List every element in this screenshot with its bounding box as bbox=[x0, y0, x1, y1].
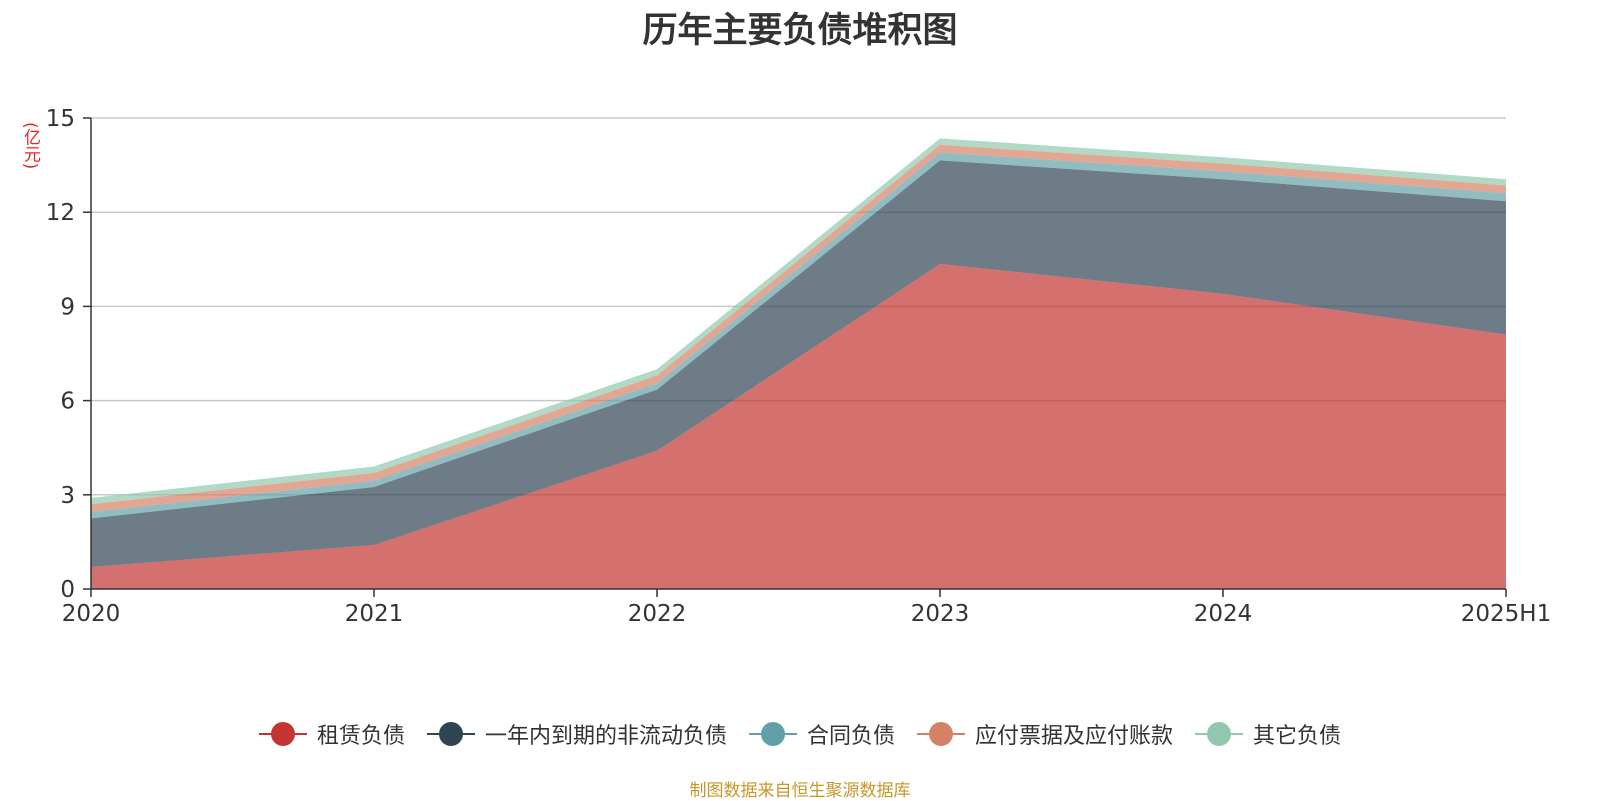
x-tick-label: 2025H1 bbox=[1461, 601, 1551, 627]
axes bbox=[83, 117, 1507, 597]
area-series-4 bbox=[91, 144, 1506, 513]
stacked-area-chart: 0 3 6 9 12 15 2020 2021 2022 2023 2024 2025H1 bbox=[46, 106, 1552, 627]
y-tick-label: 12 bbox=[46, 200, 75, 226]
data-source-note: 制图数据来自恒生聚源数据库 bbox=[689, 781, 911, 801]
legend-item[interactable]: 一年内到期的非流动负债 bbox=[426, 718, 727, 750]
legend-marker bbox=[1195, 722, 1244, 746]
legend-label: 租赁负债 bbox=[316, 724, 405, 749]
x-tick-labels: 2020 2021 2022 2023 2024 2025H1 bbox=[62, 601, 1552, 627]
y-tick-label: 6 bbox=[60, 389, 75, 415]
x-tick-label: 2023 bbox=[911, 601, 970, 627]
legend-label: 一年内到期的非流动负债 bbox=[484, 724, 727, 749]
y-axis-unit-label: (亿元) bbox=[20, 122, 40, 170]
y-tick-label: 0 bbox=[60, 577, 75, 603]
legend: 租赁负债 一年内到期的非流动负债 合同负债 应付票据及应付账款 其它负债 bbox=[0, 718, 1600, 750]
y-tick-labels: 0 3 6 9 12 15 bbox=[46, 106, 75, 603]
legend-marker bbox=[748, 722, 797, 746]
area-series bbox=[91, 138, 1506, 589]
legend-marker bbox=[917, 722, 965, 746]
x-tick-label: 2024 bbox=[1194, 601, 1253, 627]
area-series-3 bbox=[91, 152, 1506, 519]
legend-marker bbox=[258, 722, 307, 746]
y-tick-label: 3 bbox=[60, 483, 75, 509]
area-series-2 bbox=[91, 160, 1506, 568]
legend-item[interactable]: 合同负债 bbox=[748, 718, 895, 750]
y-tick-label: 15 bbox=[46, 106, 75, 132]
y-tick-label: 9 bbox=[60, 294, 75, 320]
x-tick-label: 2021 bbox=[345, 601, 404, 627]
legend-item[interactable]: 应付票据及应付账款 bbox=[917, 718, 1173, 750]
legend-item[interactable]: 其它负债 bbox=[1195, 718, 1341, 750]
x-tick-label: 2022 bbox=[628, 601, 687, 627]
legend-item[interactable]: 租赁负债 bbox=[258, 718, 405, 750]
area-series-1 bbox=[91, 264, 1506, 589]
legend-marker bbox=[426, 722, 475, 746]
x-tick-label: 2020 bbox=[62, 601, 121, 627]
legend-label: 合同负债 bbox=[806, 724, 895, 749]
chart-title: 历年主要负债堆积图 bbox=[642, 11, 958, 51]
legend-label: 应付票据及应付账款 bbox=[975, 724, 1174, 749]
legend-label: 其它负债 bbox=[1253, 724, 1342, 749]
